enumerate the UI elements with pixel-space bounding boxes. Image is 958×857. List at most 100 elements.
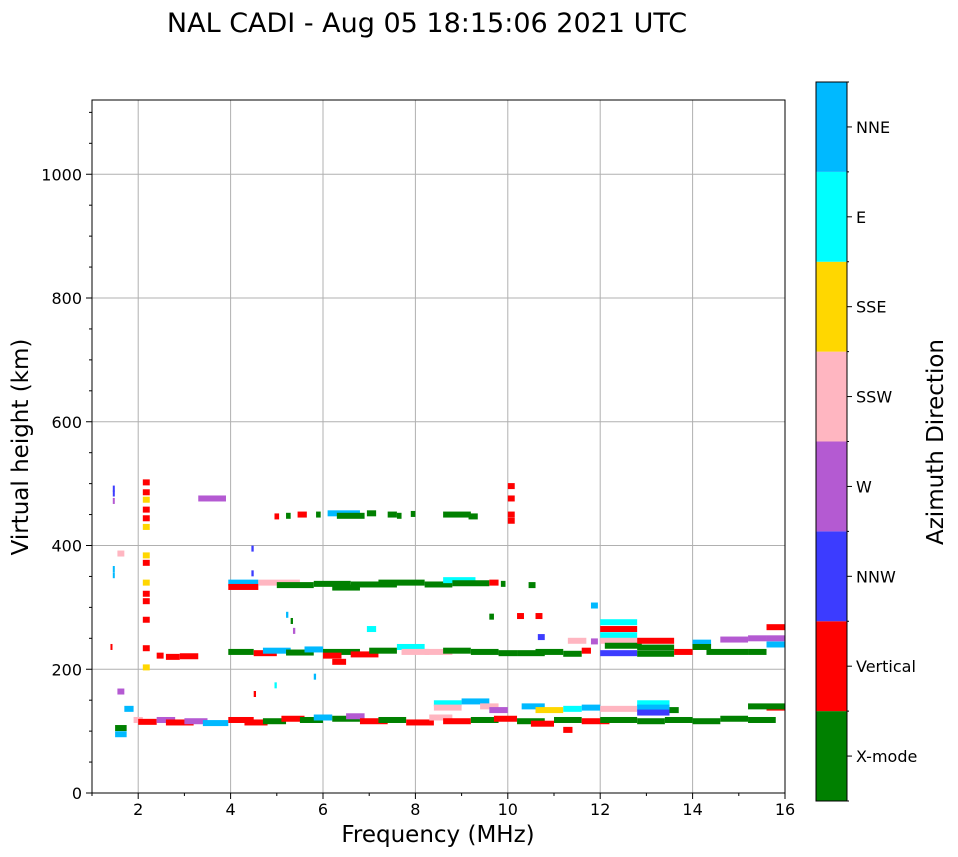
echo-segment: [297, 511, 307, 518]
echo-segment: [443, 718, 471, 725]
echo-segment: [228, 648, 254, 655]
colorbar: X-mode Vertical NNW W SSW SSE E NNE: [815, 81, 917, 802]
echo-segment: [142, 616, 150, 623]
echo-segment: [251, 570, 254, 577]
echo-segment: [507, 495, 515, 502]
echo-segment: [567, 637, 587, 644]
colorbar-tick-label: NNW: [856, 567, 896, 586]
echo-segment: [600, 619, 638, 626]
colorbar-swatch: [816, 351, 847, 442]
echo-segment: [387, 511, 397, 518]
echo-segment: [359, 718, 388, 725]
echo-segment: [366, 626, 377, 633]
echo-segment: [664, 716, 693, 723]
colorbar-frame: [815, 81, 848, 802]
echo-segment: [517, 613, 524, 620]
echo-segment: [304, 646, 323, 653]
y-tick-label: 1000: [41, 165, 82, 184]
echo-segment: [112, 566, 115, 573]
echo-segment: [142, 645, 150, 652]
echo-segment: [461, 698, 490, 705]
colorbar-tick-label: NNE: [856, 118, 890, 137]
echo-segment: [313, 580, 351, 587]
echo-segment: [251, 545, 254, 552]
echo-segment: [669, 707, 679, 714]
echo-segment: [142, 489, 150, 496]
echo-segment: [406, 719, 434, 726]
echo-segment: [674, 648, 693, 655]
echo-segment: [748, 635, 767, 642]
echo-segment: [313, 714, 333, 721]
echo-segment: [507, 511, 515, 518]
echo-segment: [179, 653, 199, 660]
echo-segment: [142, 590, 150, 597]
echo-segment: [286, 512, 291, 519]
echo-segment: [637, 709, 670, 716]
echo-segment: [720, 636, 749, 643]
echo-segment: [535, 707, 564, 714]
echo-segment: [115, 725, 127, 732]
echo-segment: [369, 647, 397, 654]
echo-segment: [228, 583, 259, 590]
y-tick-label: 200: [51, 660, 82, 679]
x-tick-label: 8: [410, 800, 420, 819]
x-tick-label: 12: [590, 800, 610, 819]
colorbar-tick-label: Vertical: [856, 657, 916, 676]
echo-segment: [286, 611, 289, 618]
echo-segment: [276, 582, 314, 589]
echo-segment: [323, 648, 360, 655]
echo-segment: [637, 637, 675, 644]
echo-segment: [521, 703, 545, 710]
echo-segment: [124, 705, 134, 712]
echo-segment: [452, 580, 490, 587]
echo-segment: [290, 617, 293, 624]
y-axis-label: Virtual height (km): [8, 339, 34, 556]
plot-frame: [91, 99, 786, 794]
echo-segment: [600, 632, 638, 639]
echo-segment: [528, 582, 536, 589]
echo-segment: [563, 650, 582, 657]
colorbar-swatch: [816, 171, 847, 262]
echo-traces: [110, 479, 785, 738]
colorbar-tick-label: X-mode: [856, 747, 917, 766]
echo-segment: [443, 511, 471, 518]
echo-segment: [537, 634, 545, 641]
echo-segment: [637, 704, 670, 711]
echo-segment: [637, 650, 675, 657]
echo-segment: [590, 602, 598, 609]
echo-segment: [748, 703, 785, 710]
x-tick-label: 6: [318, 800, 328, 819]
echo-segment: [112, 485, 115, 492]
echo-segment: [498, 650, 518, 657]
echo-segment: [489, 707, 508, 714]
y-tick-label: 400: [51, 537, 82, 556]
echo-segment: [112, 497, 115, 504]
x-tick-label: 4: [226, 800, 236, 819]
echo-segment: [142, 479, 150, 486]
echo-segment: [138, 718, 157, 725]
y-tick-label: 600: [51, 413, 82, 432]
colorbar-swatch: [816, 621, 847, 712]
echo-segment: [424, 581, 453, 588]
echo-segment: [274, 513, 280, 520]
echo-segment: [507, 483, 515, 490]
echo-segment: [600, 716, 638, 723]
y-tick-label: 800: [51, 289, 82, 308]
echo-segment: [112, 490, 115, 497]
x-tick-label: 14: [682, 800, 702, 819]
echo-segment: [480, 703, 499, 710]
echo-segment: [262, 718, 287, 725]
echo-segment: [470, 716, 499, 723]
echo-segment: [517, 718, 545, 725]
echo-segment: [262, 647, 291, 654]
echo-segment: [378, 716, 407, 723]
plot-area: 2 4 6 8 10 12 14 16 0 200 400 600 800 1000: [41, 99, 795, 819]
echo-segment: [286, 649, 314, 656]
echo-segment: [396, 512, 402, 519]
echo-segment: [600, 650, 638, 657]
echo-segment: [563, 726, 573, 733]
echo-segment: [766, 641, 785, 648]
echo-segment: [748, 716, 776, 723]
echo-segment: [581, 704, 601, 711]
